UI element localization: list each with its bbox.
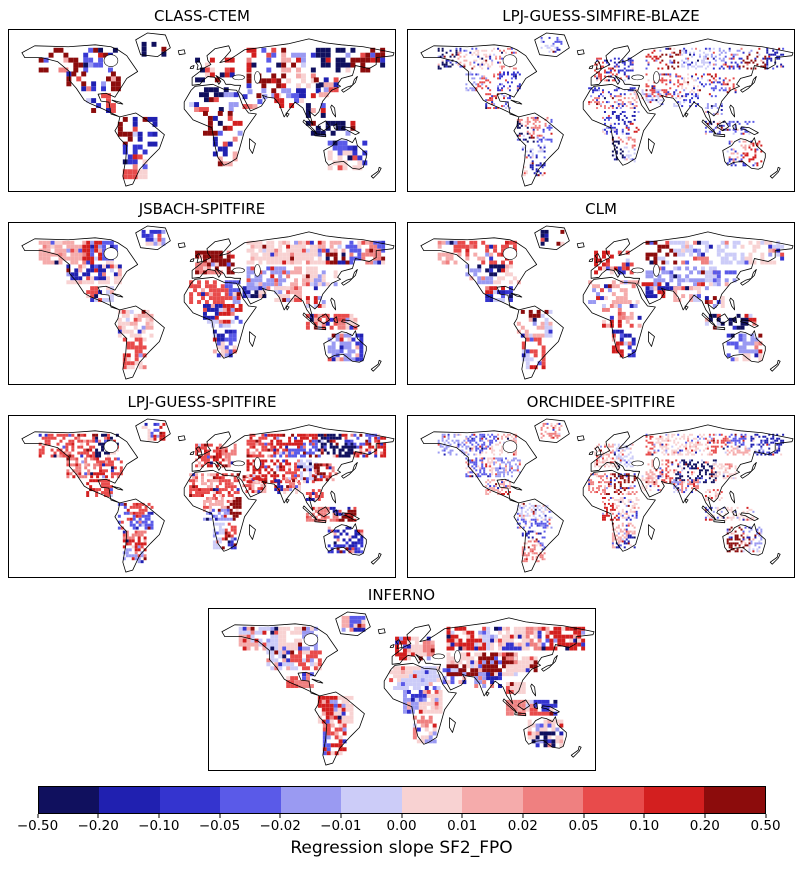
colorbar-segment	[159, 787, 220, 813]
colorbar-segment	[583, 787, 644, 813]
colorbar-segment	[522, 787, 583, 813]
panel-orchidee-spitfire: ORCHIDEE-SPITFIRE	[407, 392, 795, 578]
colorbar-area: −0.50 −0.20 −0.10 −0.05 −0.02 −0.01 0.00 0.01 0.…	[17, 786, 781, 858]
map-frame	[407, 29, 795, 192]
colorbar-tick	[765, 814, 766, 818]
map-frame	[8, 222, 396, 385]
colorbar-tick	[643, 814, 645, 818]
colorbar-segment	[341, 787, 402, 813]
colorbar-tick-label: −0.50	[16, 818, 59, 834]
colorbar-tick-label: 0.05	[568, 818, 599, 834]
colorbar-tick-label: 0.00	[386, 818, 417, 834]
world-map-canvas	[420, 418, 794, 573]
world-map-canvas	[21, 418, 395, 573]
panel-class-ctem: CLASS-CTEM	[8, 6, 396, 192]
panel-title: ORCHIDEE-SPITFIRE	[526, 393, 676, 411]
panel-clm: CLM	[407, 199, 795, 385]
panel-lpj-guess-spitfire: LPJ-GUESS-SPITFIRE	[8, 392, 396, 578]
colorbar-tick	[37, 814, 38, 818]
world-map-canvas	[420, 225, 794, 380]
colorbar-segment	[99, 787, 160, 813]
panel-row-1: CLASS-CTEM LPJ-GUESS-SIMFIRE-BLAZE	[0, 6, 803, 192]
colorbar-tick-label: 0.02	[507, 818, 538, 834]
panel-title: JSBACH-SPITFIRE	[138, 200, 266, 218]
figure: CLASS-CTEM LPJ-GUESS-SIMFIRE-BLAZE JSBAC…	[0, 6, 803, 858]
world-map-canvas	[21, 225, 395, 380]
colorbar-tick	[158, 814, 160, 818]
colorbar-tick	[401, 814, 402, 818]
map-frame	[407, 222, 795, 385]
colorbar-segment	[401, 787, 462, 813]
panel-row-2: JSBACH-SPITFIRE CLM	[0, 199, 803, 385]
colorbar-segment	[704, 787, 765, 813]
colorbar-tick-label: −0.20	[77, 818, 119, 834]
colorbar-tick	[219, 814, 220, 818]
world-map-canvas	[420, 32, 794, 187]
world-map-canvas	[21, 32, 395, 187]
colorbar-tick	[340, 814, 342, 818]
colorbar-segment	[462, 787, 523, 813]
panel-jsbach-spitfire: JSBACH-SPITFIRE	[8, 199, 396, 385]
panel-inferno: INFERNO	[207, 585, 596, 771]
panel-title: CLM	[585, 200, 617, 218]
colorbar-tick	[279, 814, 281, 818]
panel-title: LPJ-GUESS-SIMFIRE-BLAZE	[502, 7, 700, 25]
colorbar-segment	[38, 787, 99, 813]
colorbar-label: Regression slope SF2_FPO	[290, 838, 513, 858]
colorbar-tick-label: 0.50	[750, 818, 781, 834]
panel-title: CLASS-CTEM	[154, 7, 250, 25]
map-frame	[207, 608, 596, 771]
map-frame	[8, 415, 396, 578]
panel-lpj-guess-simfire-blaze: LPJ-GUESS-SIMFIRE-BLAZE	[407, 6, 795, 192]
colorbar-tick	[97, 814, 99, 818]
colorbar-tick	[522, 814, 524, 818]
colorbar-tick-label: 0.10	[629, 818, 660, 834]
panel-row-3: LPJ-GUESS-SPITFIRE ORCHIDEE-SPITFIRE	[0, 392, 803, 578]
colorbar-tick-label: −0.10	[138, 818, 180, 834]
panel-row-4: INFERNO	[0, 585, 803, 771]
colorbar-tick-label: 0.01	[447, 818, 478, 834]
colorbar-tick-label: −0.01	[320, 818, 362, 834]
colorbar-tick-label: −0.02	[259, 818, 301, 834]
panel-title: LPJ-GUESS-SPITFIRE	[127, 393, 277, 411]
map-frame	[407, 415, 795, 578]
map-frame	[8, 29, 396, 192]
colorbar-tick	[461, 814, 463, 818]
colorbar-tick-label: −0.05	[198, 818, 241, 834]
colorbar-segment	[643, 787, 704, 813]
colorbar-tick	[583, 814, 584, 818]
world-map-canvas	[220, 611, 594, 766]
colorbar-segment	[220, 787, 281, 813]
colorbar-tick-label: 0.20	[689, 818, 720, 834]
colorbar-ticks: −0.50 −0.20 −0.10 −0.05 −0.02 −0.01 0.00 0.01 0.…	[17, 814, 781, 837]
colorbar	[37, 786, 766, 814]
colorbar-segment	[280, 787, 341, 813]
panel-title: INFERNO	[367, 586, 436, 604]
colorbar-tick	[704, 814, 706, 818]
